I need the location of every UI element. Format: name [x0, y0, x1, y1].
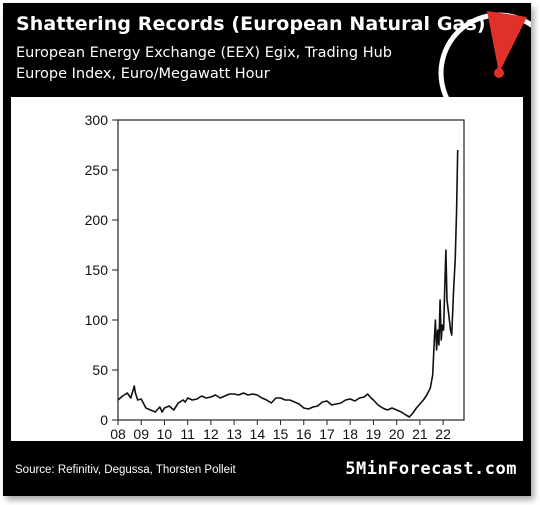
chart-card: Shattering Records (European Natural Gas…: [3, 3, 531, 496]
chart-title: Shattering Records (European Natural Gas…: [16, 13, 486, 35]
price-series-line: [117, 149, 459, 418]
y-tick-label: 150: [85, 262, 109, 278]
gauge-red-wedge: [487, 11, 527, 73]
x-tick-label: 17: [319, 426, 335, 441]
x-tick-label: 14: [250, 426, 266, 441]
chart-footer: Source: Refinitiv, Degussa, Thorsten Pol…: [3, 441, 531, 496]
y-tick-label: 250: [85, 162, 109, 178]
x-tick-label: 15: [273, 426, 289, 441]
x-tick-label: 20: [389, 426, 405, 441]
chart-subtitle: European Energy Exchange (EEX) Egix, Tra…: [16, 45, 392, 82]
line-chart: 0 50 100 150 200 250 300 08 09 10 11 12 13 14 15 16 17 18…: [85, 112, 465, 442]
y-tick-label: 100: [85, 312, 109, 328]
x-tick-label: 12: [203, 426, 219, 441]
x-tick-label: 11: [180, 426, 195, 441]
plot-frame: [117, 119, 465, 421]
x-tick-label: 08: [110, 426, 126, 441]
y-tick-label: 50: [92, 362, 108, 378]
x-tick-label: 13: [226, 426, 242, 441]
x-tick-label: 21: [412, 426, 428, 441]
x-tick-label: 16: [296, 426, 312, 441]
x-tick-label: 22: [435, 426, 451, 441]
x-tick-label: 09: [133, 426, 149, 441]
plot-panel: 0 50 100 150 200 250 300 08 09 10 11 12 13 14 15 16 17 18…: [11, 97, 523, 442]
source-note: Source: Refinitiv, Degussa, Thorsten Pol…: [15, 464, 236, 476]
chart-header: Shattering Records (European Natural Gas…: [3, 3, 531, 97]
x-tick-label: 18: [342, 426, 358, 441]
y-tick-label: 0: [100, 412, 108, 428]
speedometer-logo-icon: [438, 11, 531, 97]
y-tick-label: 300: [85, 112, 109, 128]
x-tick-label: 10: [157, 426, 173, 441]
brand-wordmark[interactable]: 5MinForecast.com: [345, 459, 517, 479]
x-tick-label: 19: [366, 426, 382, 441]
y-tick-label: 200: [85, 212, 109, 228]
